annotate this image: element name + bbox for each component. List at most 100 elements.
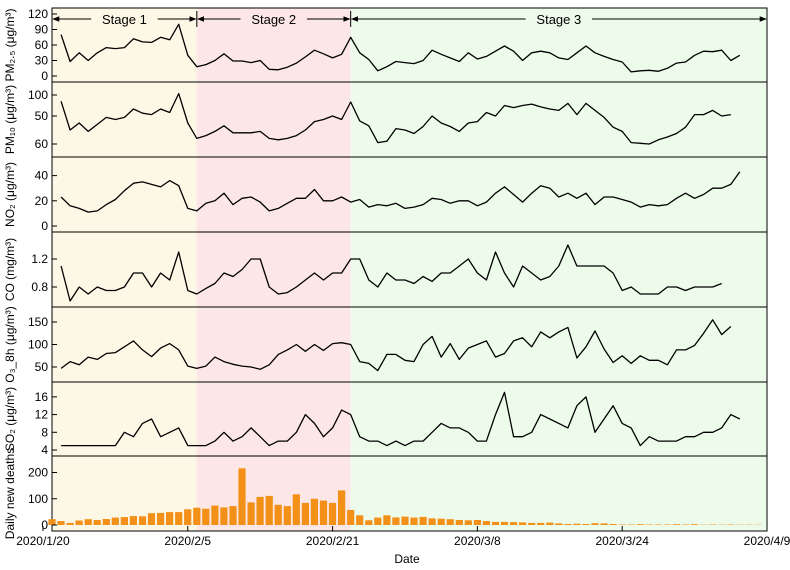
deaths-bar: [410, 517, 418, 525]
panel-3-ylabel: NO₂ (μg/m³): [3, 162, 17, 227]
deaths-bar: [229, 506, 237, 525]
panel-4-ytick-label: 1.2: [31, 252, 48, 266]
deaths-bar: [709, 524, 717, 525]
deaths-bar: [365, 520, 373, 525]
deaths-bar: [338, 490, 346, 525]
deaths-bar: [500, 521, 509, 525]
deaths-bar: [202, 508, 210, 525]
deaths-bar: [166, 512, 174, 525]
deaths-bar: [383, 515, 391, 525]
deaths-bar: [111, 517, 119, 525]
deaths-bar: [609, 524, 617, 525]
panel-7-ytick-label: 200: [28, 466, 48, 480]
deaths-bar: [428, 518, 436, 525]
deaths-bar: [57, 521, 65, 525]
panel-5-ylabel: O₃_8h (μg/m³): [3, 306, 17, 382]
deaths-bar: [256, 496, 264, 525]
panel-2-ytick-label: 50: [35, 109, 49, 123]
deaths-bar: [356, 515, 364, 525]
panel-3-ytick-label: 0: [41, 219, 48, 233]
panel-1-ytick-label: 30: [35, 54, 49, 68]
panel-1-ytick-label: 0: [41, 69, 48, 83]
panel-1-ytick-label: 120: [28, 7, 48, 21]
deaths-bar: [310, 498, 318, 526]
stage-label-3: Stage 3: [536, 12, 581, 27]
deaths-bar: [193, 507, 201, 525]
panel-4-series-line: [60, 244, 722, 302]
panel-1-series-line: [60, 23, 741, 73]
deaths-bar: [537, 522, 545, 525]
deaths-bar: [528, 522, 536, 525]
stage-background-1: [52, 8, 197, 531]
panel-2-ytick-label: 100: [28, 88, 48, 102]
x-tick-label: 2020/1/20: [16, 534, 70, 548]
deaths-bar: [519, 522, 527, 525]
panel-1-ylabel: PM₂.₅ (μg/m³): [3, 8, 17, 81]
deaths-bar: [582, 524, 590, 525]
deaths-bar: [319, 500, 328, 525]
deaths-bar: [473, 520, 481, 525]
x-axis-label: Date: [394, 552, 420, 566]
deaths-bar: [672, 524, 681, 525]
deaths-bar: [401, 516, 409, 525]
deaths-bar: [184, 509, 192, 526]
deaths-bar: [455, 520, 463, 525]
deaths-bar: [211, 505, 219, 525]
stage-background-3: [350, 8, 767, 531]
deaths-bar: [663, 524, 671, 525]
deaths-bar: [573, 523, 581, 525]
deaths-bar: [138, 516, 147, 525]
stage-label-2: Stage 2: [251, 12, 296, 27]
x-tick-label: 2020/4/9: [744, 534, 790, 548]
deaths-bar: [600, 523, 608, 525]
deaths-bar: [446, 519, 454, 525]
panel-5-ytick-label: 50: [35, 360, 49, 374]
panel-1-ytick-label: 60: [35, 38, 49, 52]
panel-6-series-line: [61, 391, 741, 447]
deaths-bar: [84, 519, 92, 525]
x-tick-label: 2020/2/5: [164, 534, 211, 548]
panel-4-ylabel: CO (mg/m³): [3, 238, 17, 301]
deaths-bar: [66, 522, 74, 525]
panel-6-ytick-label: 16: [35, 390, 49, 404]
deaths-bar: [464, 520, 472, 525]
deaths-bar: [546, 522, 554, 525]
panel-5-ytick-label: 150: [28, 315, 48, 329]
data-series: [48, 0, 762, 526]
panel-3-series-line: [60, 171, 741, 213]
panel-7-ylabel: Daily new deaths: [3, 448, 17, 539]
deaths-bar: [75, 520, 83, 525]
deaths-bar: [491, 521, 500, 525]
deaths-bar: [564, 524, 572, 525]
stage-backgrounds: [52, 8, 767, 531]
panel-7-ytick-label: 100: [28, 492, 48, 506]
deaths-bar: [247, 502, 255, 525]
x-tick-label: 2020/3/8: [454, 534, 501, 548]
deaths-bar: [283, 506, 291, 525]
stage-label-1: Stage 1: [102, 12, 147, 27]
deaths-bar: [392, 517, 400, 525]
panel-3-ytick-label: 20: [35, 194, 49, 208]
deaths-bar: [482, 521, 490, 525]
deaths-bar: [510, 522, 518, 525]
deaths-bar: [636, 524, 644, 525]
deaths-bar: [328, 502, 337, 525]
stage-markers: Stage 1 Stage 2 Stage 3: [52, 11, 767, 27]
deaths-bar: [238, 468, 246, 525]
stage-background-2: [196, 8, 351, 531]
deaths-bar: [591, 523, 599, 525]
panel-4-ytick-label: 0.8: [31, 280, 48, 294]
deaths-bar: [274, 504, 282, 525]
deaths-bar: [93, 520, 101, 525]
deaths-bar: [220, 507, 228, 525]
panel-5-ytick-label: 100: [28, 338, 48, 352]
deaths-bar: [265, 495, 273, 525]
deaths-bar: [618, 524, 626, 525]
deaths-bar: [48, 519, 56, 525]
panel-2-ylabel: PM₁₀ (μg/m³): [3, 85, 17, 154]
deaths-bar: [102, 519, 110, 525]
deaths-bar: [301, 502, 309, 525]
panel-7-frame: [51, 455, 768, 532]
